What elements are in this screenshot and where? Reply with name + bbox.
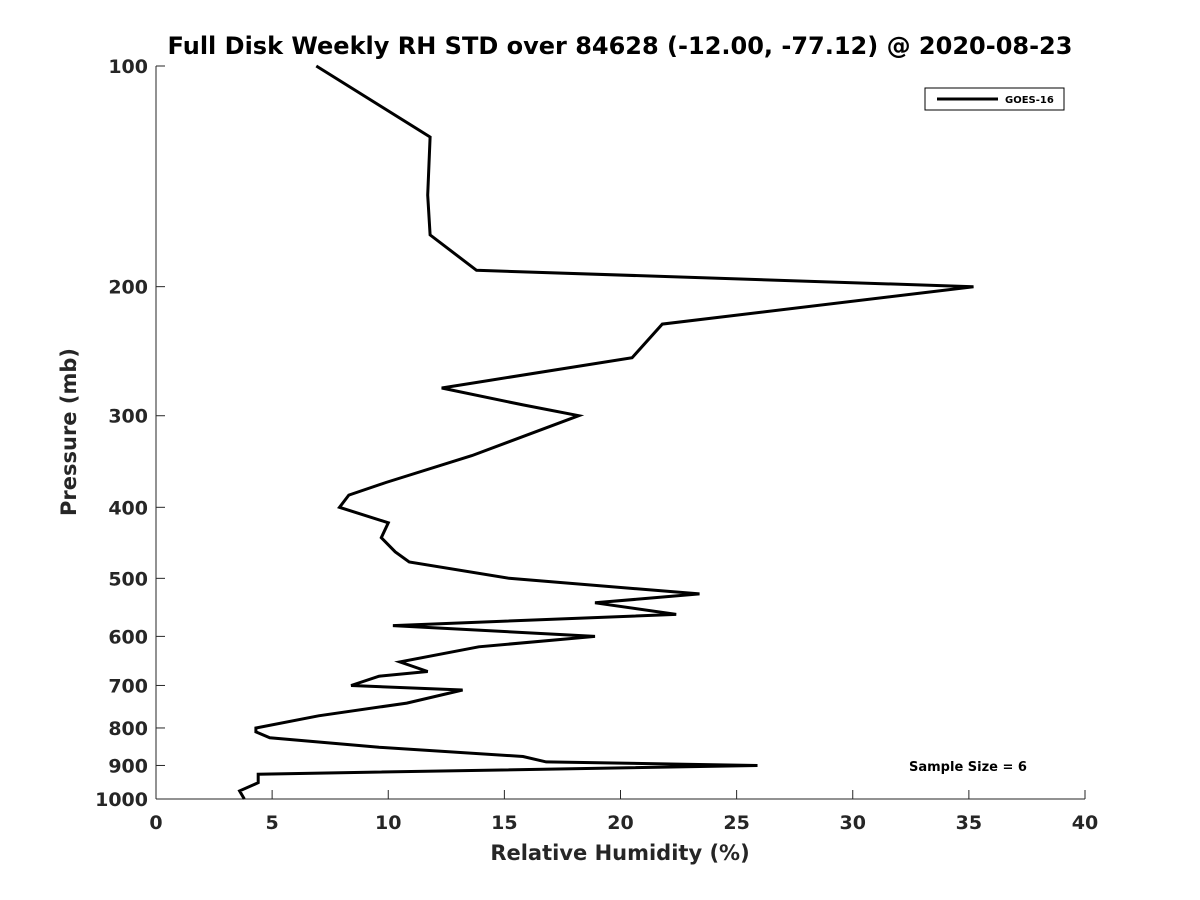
x-tick-label: 25 (723, 812, 749, 834)
y-tick-label: 400 (108, 497, 148, 519)
y-tick-label: 900 (108, 755, 148, 777)
y-tick-label: 700 (108, 675, 148, 697)
y-axis-ticks: 100 200 300 400 500 600 700 800 900 1000 (95, 56, 165, 811)
x-axis-ticks: 0 5 10 15 20 25 30 35 40 (149, 790, 1098, 834)
y-tick-label: 600 (108, 626, 148, 648)
x-tick-label: 15 (491, 812, 517, 834)
x-axis-label: Relative Humidity (%) (490, 841, 749, 865)
series-layer (237, 64, 974, 800)
x-tick-label: 0 (149, 812, 162, 834)
sample-size-annotation: Sample Size = 6 (909, 760, 1027, 775)
y-tick-label: 100 (108, 56, 148, 78)
x-tick-label: 40 (1072, 812, 1098, 834)
legend: GOES-16 (924, 87, 1065, 111)
x-tick-label: 30 (840, 812, 866, 834)
y-axis-label: Pressure (mb) (57, 348, 81, 516)
y-tick-label: 300 (108, 406, 148, 428)
x-tick-label: 20 (607, 812, 633, 834)
series-line-goes-16 (237, 64, 974, 800)
legend-label-goes-16: GOES-16 (1005, 95, 1054, 106)
x-tick-label: 10 (375, 812, 401, 834)
y-tick-label: 1000 (95, 789, 148, 811)
x-tick-label: 35 (956, 812, 982, 834)
y-tick-label: 800 (108, 718, 148, 740)
x-tick-label: 5 (266, 812, 279, 834)
y-tick-label: 200 (108, 277, 148, 299)
chart-title: Full Disk Weekly RH STD over 84628 (-12.… (168, 32, 1073, 60)
y-tick-label: 500 (108, 568, 148, 590)
